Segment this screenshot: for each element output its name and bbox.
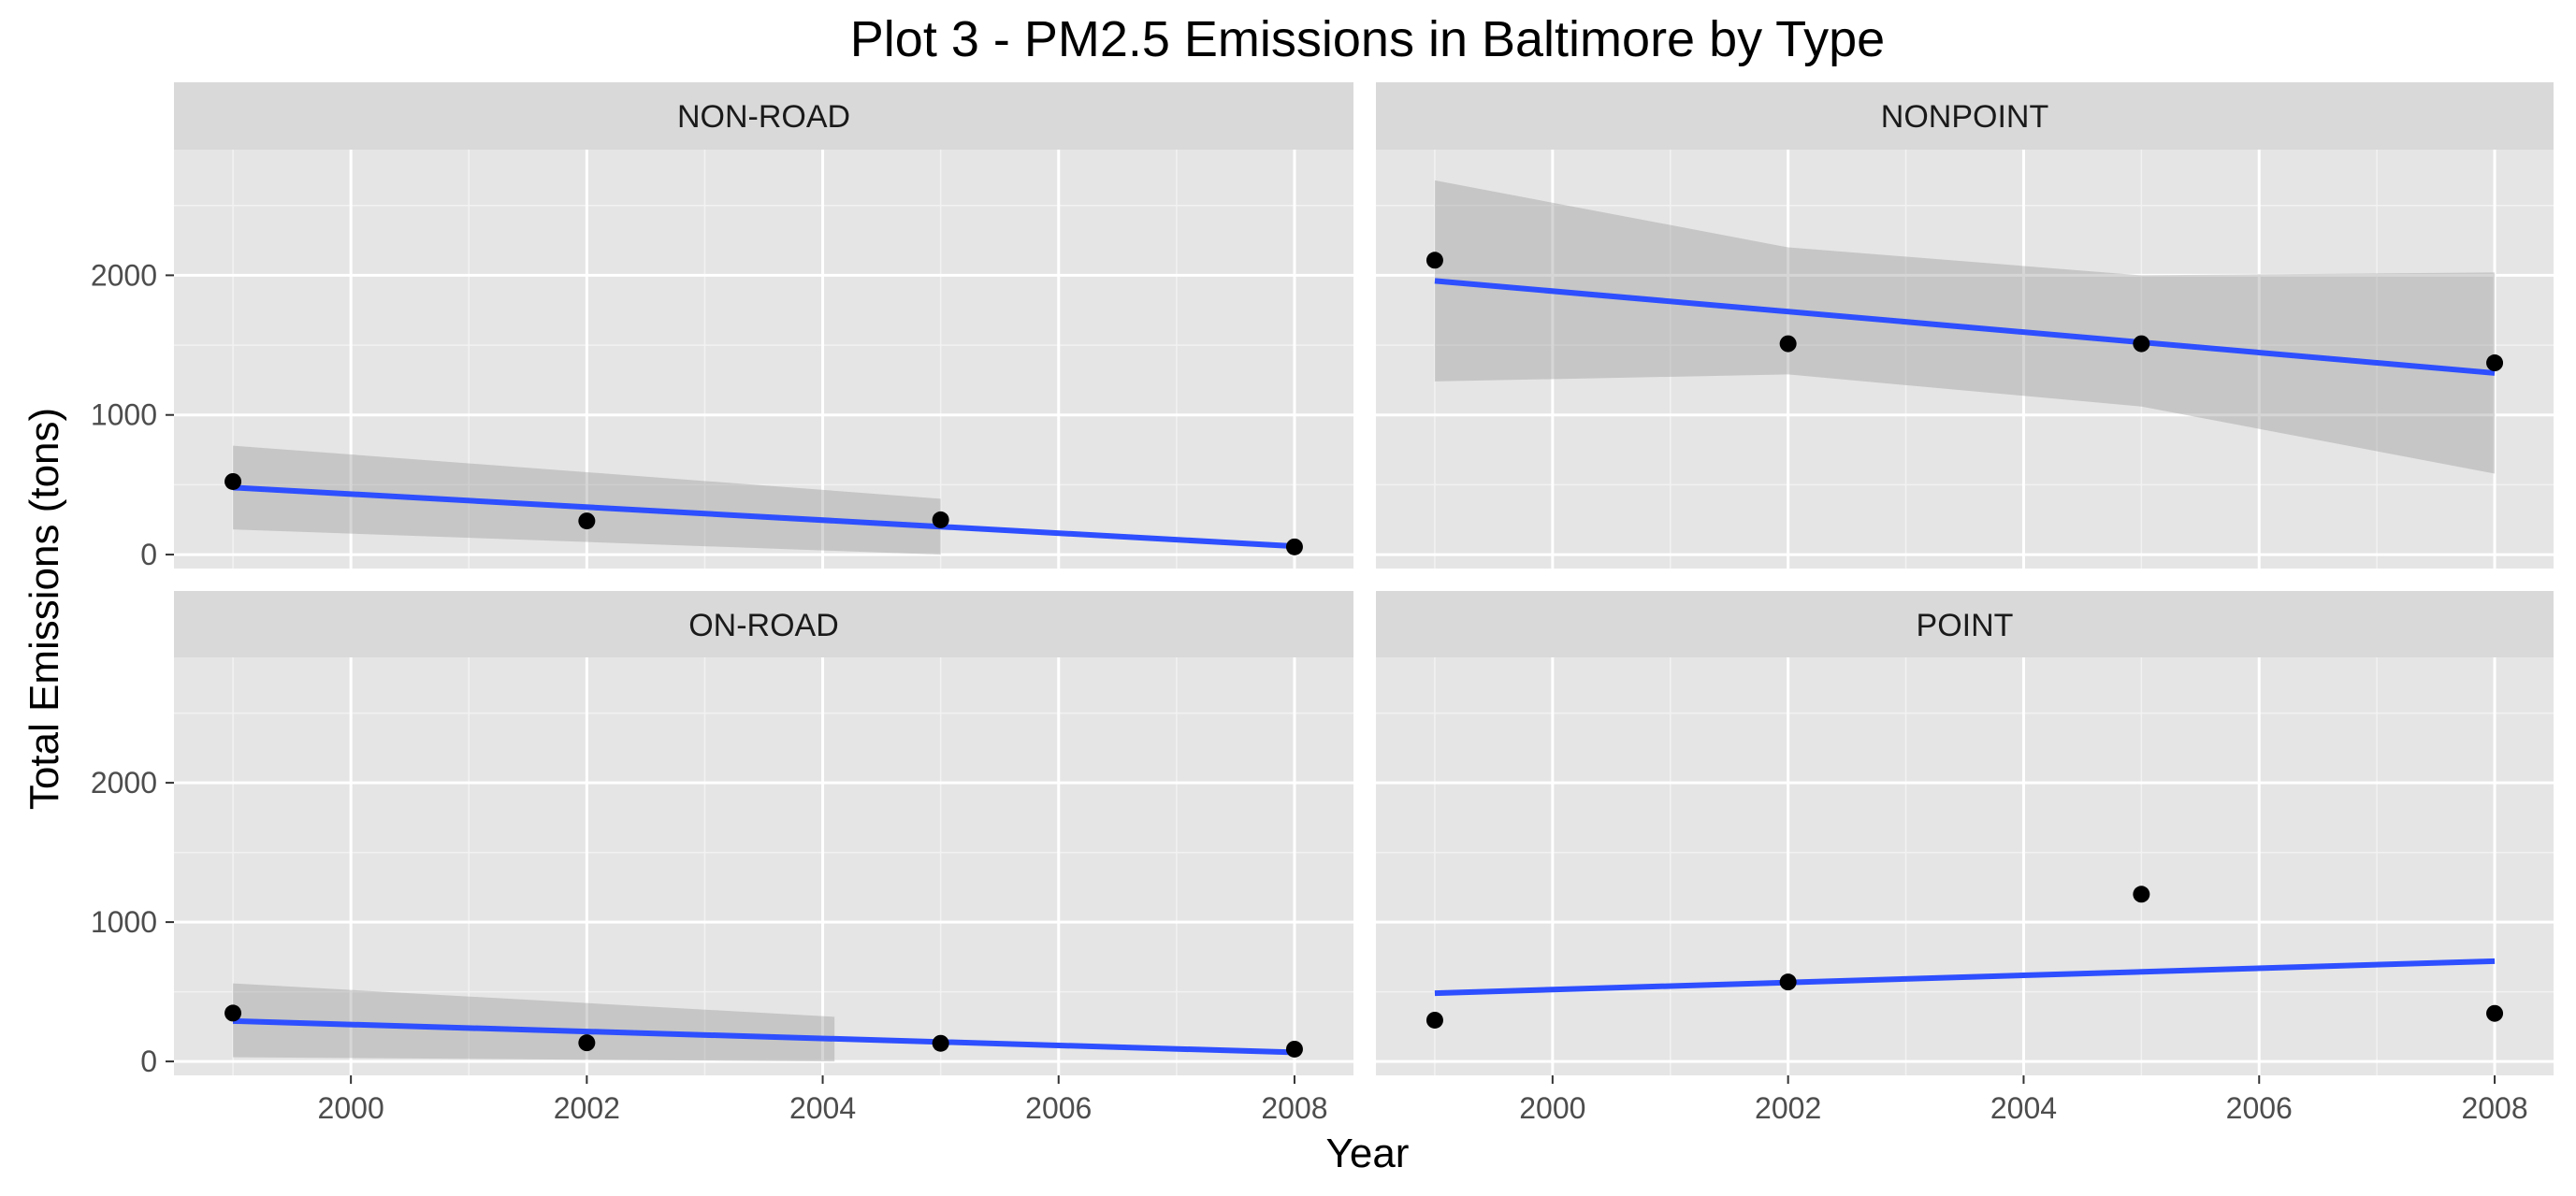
x-tick-label: 2002	[1755, 1091, 1821, 1125]
panel-background	[1376, 657, 2554, 1075]
y-tick-label: 1000	[91, 905, 157, 939]
data-point	[224, 1004, 242, 1022]
y-axis-title: Total Emissions (tons)	[22, 408, 67, 810]
facet-strip-label: POINT	[1917, 608, 2014, 643]
x-tick-label: 2008	[2461, 1091, 2527, 1125]
data-point	[1425, 1011, 1443, 1029]
facet-strip	[174, 591, 1353, 658]
x-axis-title: Year	[1326, 1131, 1410, 1176]
facet-panel: NONPOINT	[1376, 82, 2554, 569]
data-point	[932, 511, 949, 528]
y-tick-label: 0	[140, 1045, 157, 1078]
data-point	[2133, 886, 2150, 903]
x-tick-label: 2000	[1519, 1091, 1585, 1125]
facet-panels: NON-ROAD 0 1000 2000 NONPOINT ON-ROAD 0 1000 200…	[91, 82, 2554, 1125]
x-tick-label: 2006	[2226, 1091, 2293, 1125]
data-point	[578, 512, 596, 530]
data-point	[2486, 1004, 2504, 1022]
trend-line	[1434, 958, 2496, 997]
x-tick-label: 2004	[1990, 1091, 2057, 1125]
facet-strip-label: ON-ROAD	[688, 608, 839, 643]
facet-panel: ON-ROAD 0 1000 2000 2000 2002 2004 2006 2008	[91, 591, 1353, 1125]
data-point	[578, 1034, 596, 1052]
trend-line	[232, 1017, 1295, 1056]
trend-line	[1434, 278, 2496, 376]
x-tick-label: 2004	[789, 1091, 856, 1125]
facet-strip-label: NONPOINT	[1881, 99, 2048, 135]
data-point	[932, 1034, 949, 1052]
x-tick-label: 2008	[1261, 1091, 1327, 1125]
y-tick-label: 0	[140, 538, 157, 571]
x-tick-label: 2000	[318, 1091, 384, 1125]
facet-strip-label: NON-ROAD	[677, 99, 850, 135]
facet-strip	[1376, 591, 2554, 658]
confidence-band	[233, 445, 941, 555]
data-point	[1779, 335, 1797, 353]
facet-strip	[174, 82, 1353, 150]
data-point	[2133, 335, 2150, 353]
x-tick-label: 2006	[1025, 1091, 1092, 1125]
data-point	[224, 472, 242, 490]
y-tick-label: 2000	[91, 766, 157, 800]
data-point	[2486, 354, 2504, 372]
facet-panel: POINT 2000 2002 2004 2006 2008	[1376, 591, 2554, 1125]
chart-title: Plot 3 - PM2.5 Emissions in Baltimore by…	[850, 11, 1885, 67]
y-tick-label: 2000	[91, 258, 157, 292]
data-point	[1779, 973, 1797, 991]
facet-strip	[1376, 82, 2554, 150]
confidence-band	[233, 983, 835, 1062]
panel-background	[174, 657, 1353, 1075]
x-tick-label: 2002	[554, 1091, 620, 1125]
trend-line	[232, 484, 1295, 550]
data-point	[1285, 1040, 1303, 1058]
panel-background	[174, 150, 1353, 569]
data-point	[1285, 538, 1303, 555]
facet-panel: NON-ROAD 0 1000 2000	[91, 82, 1353, 571]
data-point	[1425, 252, 1443, 269]
y-tick-label: 1000	[91, 398, 157, 432]
